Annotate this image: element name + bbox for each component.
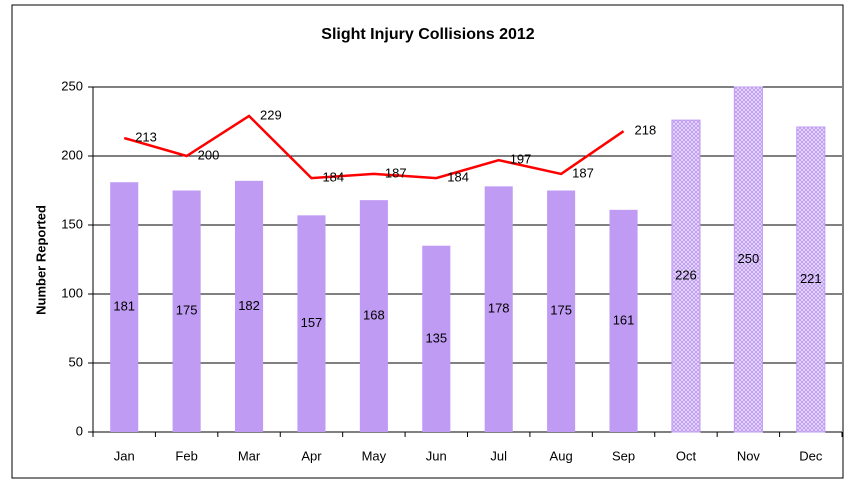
bar <box>234 180 264 432</box>
y-tick-label: 100 <box>61 285 83 300</box>
bar <box>547 190 576 432</box>
bar <box>422 245 451 432</box>
x-tick-label: Oct <box>676 448 697 463</box>
data-label: 187 <box>572 165 594 180</box>
bar <box>297 215 326 432</box>
line <box>123 114 625 180</box>
data-label: 200 <box>198 147 220 162</box>
data-label: 213 <box>135 129 157 144</box>
data-label: 221 <box>800 271 822 286</box>
bar <box>484 186 513 432</box>
x-tick-label: Aug <box>550 448 573 463</box>
x-tick-label: Jul <box>490 448 507 463</box>
y-tick-label: 200 <box>61 147 83 162</box>
data-label: 178 <box>488 301 510 316</box>
data-label: 161 <box>613 312 635 327</box>
data-label: 175 <box>550 303 572 318</box>
y-tick-label: 250 <box>61 78 83 93</box>
data-label: 226 <box>675 267 697 282</box>
data-label: 175 <box>176 303 198 318</box>
x-tick-label: May <box>362 448 387 463</box>
bar <box>359 200 388 432</box>
x-tick-label: Nov <box>737 448 761 463</box>
y-tick-label: 150 <box>61 216 83 231</box>
data-label: 181 <box>113 299 135 314</box>
bar <box>609 209 638 432</box>
x-tick-label: Apr <box>301 448 322 463</box>
data-label: 218 <box>635 123 657 138</box>
data-label: 187 <box>385 165 407 180</box>
bar <box>796 126 826 433</box>
chart-title: Slight Injury Collisions 2012 <box>321 26 534 43</box>
bar <box>733 86 763 433</box>
data-label: 184 <box>322 170 344 185</box>
x-tick-label: Dec <box>799 448 823 463</box>
data-label: 250 <box>738 251 760 266</box>
bar <box>110 182 139 432</box>
data-label: 229 <box>260 107 282 122</box>
x-tick-label: Mar <box>238 448 261 463</box>
x-tick-label: Jan <box>114 448 135 463</box>
y-tick-label: 50 <box>69 354 83 369</box>
data-label: 182 <box>238 298 260 313</box>
bar <box>172 190 201 432</box>
x-tick-label: Sep <box>612 448 635 463</box>
data-label: 135 <box>425 330 447 345</box>
x-tick-label: Feb <box>175 448 197 463</box>
y-tick-label: 0 <box>76 423 83 438</box>
bar <box>671 119 701 433</box>
x-tick-label: Jun <box>426 448 447 463</box>
y-axis-label: Number Reported <box>33 205 48 315</box>
data-label: 168 <box>363 308 385 323</box>
data-label: 197 <box>510 152 532 167</box>
data-label: 157 <box>301 315 323 330</box>
data-label: 184 <box>447 170 469 185</box>
